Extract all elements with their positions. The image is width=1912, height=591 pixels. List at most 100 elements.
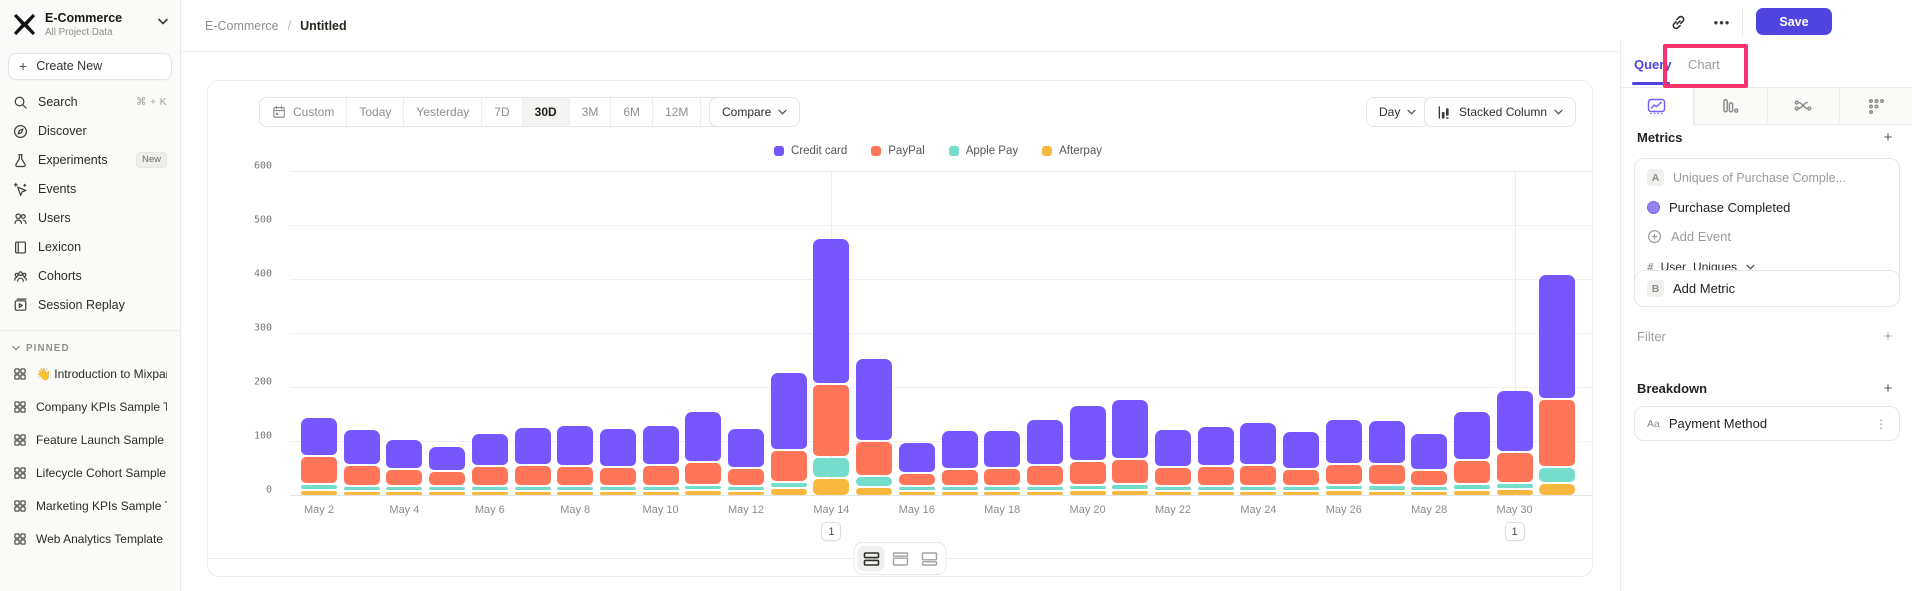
bar-segment-credit-card[interactable] [1368, 420, 1405, 463]
bar-segment-afterpay[interactable] [1368, 491, 1405, 495]
bar-segment-paypal[interactable] [471, 467, 508, 485]
range-today[interactable]: Today [347, 98, 405, 126]
bar-segment-credit-card[interactable] [1026, 419, 1063, 465]
bar-segment-credit-card[interactable] [728, 429, 764, 467]
bar-may-28[interactable] [1411, 434, 1448, 495]
bar-segment-afterpay[interactable] [599, 492, 636, 495]
pinned-board-item[interactable]: Feature Launch Sample Template [0, 424, 180, 457]
bar-segment-paypal[interactable] [1411, 470, 1448, 485]
bar-segment-credit-card[interactable] [1283, 432, 1320, 468]
bar-segment-paypal[interactable] [1069, 462, 1106, 485]
bar-segment-credit-card[interactable] [1539, 275, 1576, 399]
add-metric-plus-icon[interactable]: + [1883, 128, 1893, 146]
bar-may-31[interactable] [1539, 275, 1576, 495]
bar-segment-apple-pay[interactable] [514, 487, 551, 490]
bar-segment-paypal[interactable] [1240, 466, 1277, 485]
viz-tab-funnels[interactable] [1693, 88, 1767, 125]
bar-may-22[interactable] [1155, 429, 1191, 495]
sidebar-item-discover[interactable]: Discover [0, 117, 180, 146]
range-7d[interactable]: 7D [482, 98, 523, 126]
create-new-button[interactable]: + Create New [8, 52, 172, 80]
bar-segment-apple-pay[interactable] [642, 486, 679, 490]
bar-segment-paypal[interactable] [770, 450, 807, 481]
bar-segment-credit-card[interactable] [642, 425, 679, 465]
bar-segment-apple-pay[interactable] [813, 457, 850, 478]
viz-tab-flows[interactable] [1766, 88, 1840, 125]
bar-may-26[interactable] [1325, 420, 1362, 495]
bar-segment-paypal[interactable] [856, 441, 893, 475]
bar-segment-afterpay[interactable] [1283, 492, 1320, 495]
sidebar-item-session-replay[interactable]: Session Replay [0, 291, 180, 320]
bar-segment-afterpay[interactable] [1453, 490, 1490, 495]
bar-segment-afterpay[interactable] [1026, 491, 1063, 495]
chart-type-button[interactable]: Stacked Column [1424, 97, 1577, 127]
bar-segment-paypal[interactable] [1026, 466, 1063, 485]
sidebar-item-lexicon[interactable]: Lexicon [0, 233, 180, 262]
bar-may-3[interactable] [343, 429, 380, 495]
share-link-icon[interactable] [1666, 10, 1690, 34]
bar-may-9[interactable] [599, 429, 636, 495]
bar-segment-afterpay[interactable] [1197, 491, 1234, 495]
range-6m[interactable]: 6M [611, 98, 654, 126]
bar-segment-apple-pay[interactable] [1026, 486, 1063, 490]
bar-segment-apple-pay[interactable] [599, 487, 636, 490]
bar-segment-apple-pay[interactable] [1325, 485, 1362, 489]
bar-may-23[interactable] [1197, 427, 1234, 495]
breadcrumb-current[interactable]: Untitled [300, 18, 347, 33]
bar-segment-afterpay[interactable] [1325, 490, 1362, 495]
bar-segment-afterpay[interactable] [728, 492, 764, 495]
bar-segment-paypal[interactable] [386, 470, 423, 485]
annotation-badge[interactable]: 1 [821, 522, 842, 541]
pinned-section-header[interactable]: PINNED [0, 333, 180, 358]
bar-may-15[interactable] [856, 359, 893, 495]
bar-segment-credit-card[interactable] [471, 434, 508, 466]
bar-may-5[interactable] [429, 447, 466, 495]
layout-top-thin-button[interactable] [887, 546, 914, 571]
bar-segment-apple-pay[interactable] [429, 487, 466, 490]
project-selector[interactable]: E-Commerce All Project Data [0, 0, 180, 43]
bar-segment-apple-pay[interactable] [1368, 486, 1405, 490]
bar-segment-credit-card[interactable] [813, 238, 850, 384]
bar-segment-afterpay[interactable] [685, 491, 722, 495]
bar-segment-apple-pay[interactable] [471, 486, 508, 490]
bar-segment-credit-card[interactable] [599, 429, 636, 467]
bar-segment-afterpay[interactable] [557, 491, 594, 495]
bar-may-21[interactable] [1112, 400, 1149, 495]
bar-segment-afterpay[interactable] [1539, 484, 1576, 495]
bar-segment-credit-card[interactable] [1453, 412, 1490, 460]
bar-may-19[interactable] [1026, 419, 1063, 495]
bar-segment-afterpay[interactable] [514, 492, 551, 495]
compare-button[interactable]: Compare [709, 97, 801, 127]
bar-segment-afterpay[interactable] [1112, 490, 1149, 495]
bar-segment-apple-pay[interactable] [1283, 487, 1320, 490]
bar-segment-apple-pay[interactable] [386, 486, 423, 490]
bar-segment-paypal[interactable] [1496, 453, 1533, 482]
bar-segment-paypal[interactable] [1539, 400, 1576, 466]
bar-segment-credit-card[interactable] [1112, 400, 1149, 459]
bar-segment-afterpay[interactable] [1240, 491, 1277, 495]
bar-segment-afterpay[interactable] [471, 491, 508, 495]
bar-segment-afterpay[interactable] [941, 492, 978, 495]
bar-segment-credit-card[interactable] [1155, 429, 1191, 467]
bar-segment-credit-card[interactable] [301, 418, 337, 456]
bar-segment-apple-pay[interactable] [856, 476, 893, 487]
bar-segment-credit-card[interactable] [1197, 427, 1234, 466]
bar-segment-afterpay[interactable] [386, 491, 423, 495]
bar-may-12[interactable] [728, 429, 764, 495]
bar-segment-apple-pay[interactable] [685, 486, 722, 490]
legend-item-apple-pay[interactable]: Apple Pay [948, 145, 1018, 157]
sidebar-item-experiments[interactable]: Experiments New [0, 146, 180, 175]
legend-item-afterpay[interactable]: Afterpay [1042, 145, 1102, 157]
save-button[interactable]: Save [1756, 8, 1832, 35]
bar-segment-apple-pay[interactable] [1197, 486, 1234, 490]
range-30d[interactable]: 30D [522, 98, 570, 126]
bar-segment-credit-card[interactable] [1496, 391, 1533, 452]
layout-bottom-thin-button[interactable] [916, 546, 943, 571]
range-yesterday[interactable]: Yesterday [404, 98, 483, 126]
event-row[interactable]: Purchase Completed [1635, 193, 1899, 222]
bar-segment-afterpay[interactable] [642, 491, 679, 495]
bar-segment-credit-card[interactable] [429, 447, 466, 470]
bar-segment-afterpay[interactable] [1496, 489, 1533, 495]
bar-segment-apple-pay[interactable] [301, 485, 337, 489]
legend-item-credit-card[interactable]: Credit card [774, 145, 847, 157]
